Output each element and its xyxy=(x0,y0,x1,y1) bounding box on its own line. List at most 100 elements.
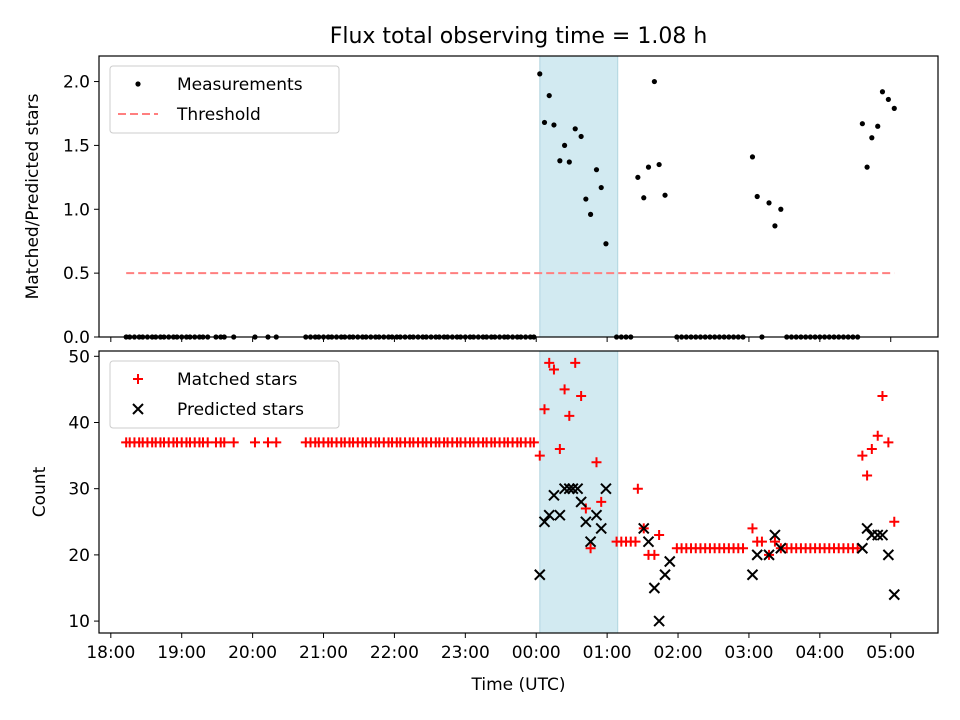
plot-frame xyxy=(98,350,939,634)
highlight-span xyxy=(539,350,619,634)
data-point xyxy=(651,78,657,85)
x-tick-label: 00:00 xyxy=(512,643,561,663)
data-point xyxy=(645,164,652,170)
legend: Measurements Threshold xyxy=(109,65,340,134)
data-point xyxy=(861,522,873,535)
x-tick-label: 04:00 xyxy=(795,643,844,663)
data-point xyxy=(664,555,676,568)
data-point xyxy=(642,535,655,548)
data-point xyxy=(778,206,784,212)
y-tick-label: 20 xyxy=(68,546,90,566)
data-point xyxy=(219,437,230,448)
series-measurements xyxy=(123,71,897,340)
data-point xyxy=(747,523,758,534)
x-tick-label: 18:00 xyxy=(86,643,135,663)
legend-label: Measurements xyxy=(177,75,303,95)
data-point xyxy=(538,516,551,528)
data-point xyxy=(763,549,775,561)
data-point xyxy=(561,142,568,149)
data-point xyxy=(769,529,781,541)
data-point xyxy=(864,164,870,170)
data-point xyxy=(775,542,787,554)
data-point xyxy=(754,193,760,200)
data-point xyxy=(596,496,607,507)
data-point xyxy=(587,211,594,217)
data-point xyxy=(769,536,780,547)
y-tick-label: 40 xyxy=(68,413,90,433)
legend-label: Matched stars xyxy=(177,370,297,390)
data-point xyxy=(558,482,571,495)
data-point xyxy=(571,482,584,495)
data-point xyxy=(584,535,597,548)
data-point xyxy=(856,542,869,554)
data-point xyxy=(554,509,566,521)
legend-swatch xyxy=(135,81,141,87)
data-point xyxy=(557,158,563,164)
chart-title: Flux total observing time = 1.08 h xyxy=(330,24,708,49)
y-axis-label: Count xyxy=(30,466,50,517)
x-axis-label: Time (UTC) xyxy=(471,675,566,695)
data-point xyxy=(738,543,749,554)
data-point xyxy=(772,223,778,229)
data-point xyxy=(583,196,589,202)
data-point xyxy=(567,482,579,495)
y-tick-label: 10 xyxy=(68,612,90,632)
y-tick-label: 50 xyxy=(68,347,90,367)
data-point xyxy=(600,482,612,495)
data-point xyxy=(749,154,756,160)
y-tick-label: 0.5 xyxy=(63,264,90,284)
data-point xyxy=(756,536,767,547)
data-point xyxy=(564,410,575,421)
data-point xyxy=(576,391,587,402)
data-point xyxy=(859,121,865,127)
data-point xyxy=(872,529,884,541)
data-point xyxy=(585,543,596,554)
data-point xyxy=(548,489,560,502)
data-point xyxy=(649,549,660,560)
data-point xyxy=(580,503,591,514)
data-point xyxy=(591,457,602,468)
data-point xyxy=(537,71,543,77)
data-point xyxy=(572,126,578,132)
data-point xyxy=(862,470,873,481)
data-point xyxy=(875,123,881,129)
data-point xyxy=(641,195,647,201)
data-point xyxy=(249,437,260,448)
data-point xyxy=(534,450,545,461)
x-tick-label: 05:00 xyxy=(866,643,915,663)
legend-box xyxy=(109,65,340,134)
data-point xyxy=(872,430,883,441)
y-tick-label: 2.0 xyxy=(63,73,90,93)
data-point xyxy=(885,96,891,103)
data-point xyxy=(656,161,662,168)
highlight-span xyxy=(539,55,619,338)
x-tick-label: 01:00 xyxy=(583,643,632,663)
data-point xyxy=(566,159,572,165)
x-tick-label: 03:00 xyxy=(724,643,773,663)
legend-label: Threshold xyxy=(176,105,261,125)
x-tick-label: 21:00 xyxy=(299,643,348,663)
legend: Matched stars Predicted stars xyxy=(109,360,340,429)
data-point xyxy=(635,174,641,180)
data-point xyxy=(857,450,868,461)
data-point xyxy=(876,529,889,541)
data-point xyxy=(766,200,772,206)
data-point xyxy=(548,364,559,375)
series-matched-stars xyxy=(121,357,900,560)
y-tick-label: 1.0 xyxy=(63,200,90,220)
data-point xyxy=(570,357,581,368)
data-point xyxy=(559,384,570,395)
data-point xyxy=(554,443,565,454)
data-point xyxy=(271,437,282,448)
data-point xyxy=(648,582,661,594)
data-point xyxy=(543,509,555,521)
data-point xyxy=(888,588,900,601)
legend-swatch xyxy=(133,374,143,384)
data-point xyxy=(883,437,894,448)
data-point xyxy=(891,105,897,111)
panel-1: 0.0 0.5 1.0 1.5 2.0 Matched/Predicted stars Fl… xyxy=(23,24,939,348)
plot-frame xyxy=(98,55,939,338)
data-point xyxy=(595,522,607,535)
data-point xyxy=(653,615,665,627)
